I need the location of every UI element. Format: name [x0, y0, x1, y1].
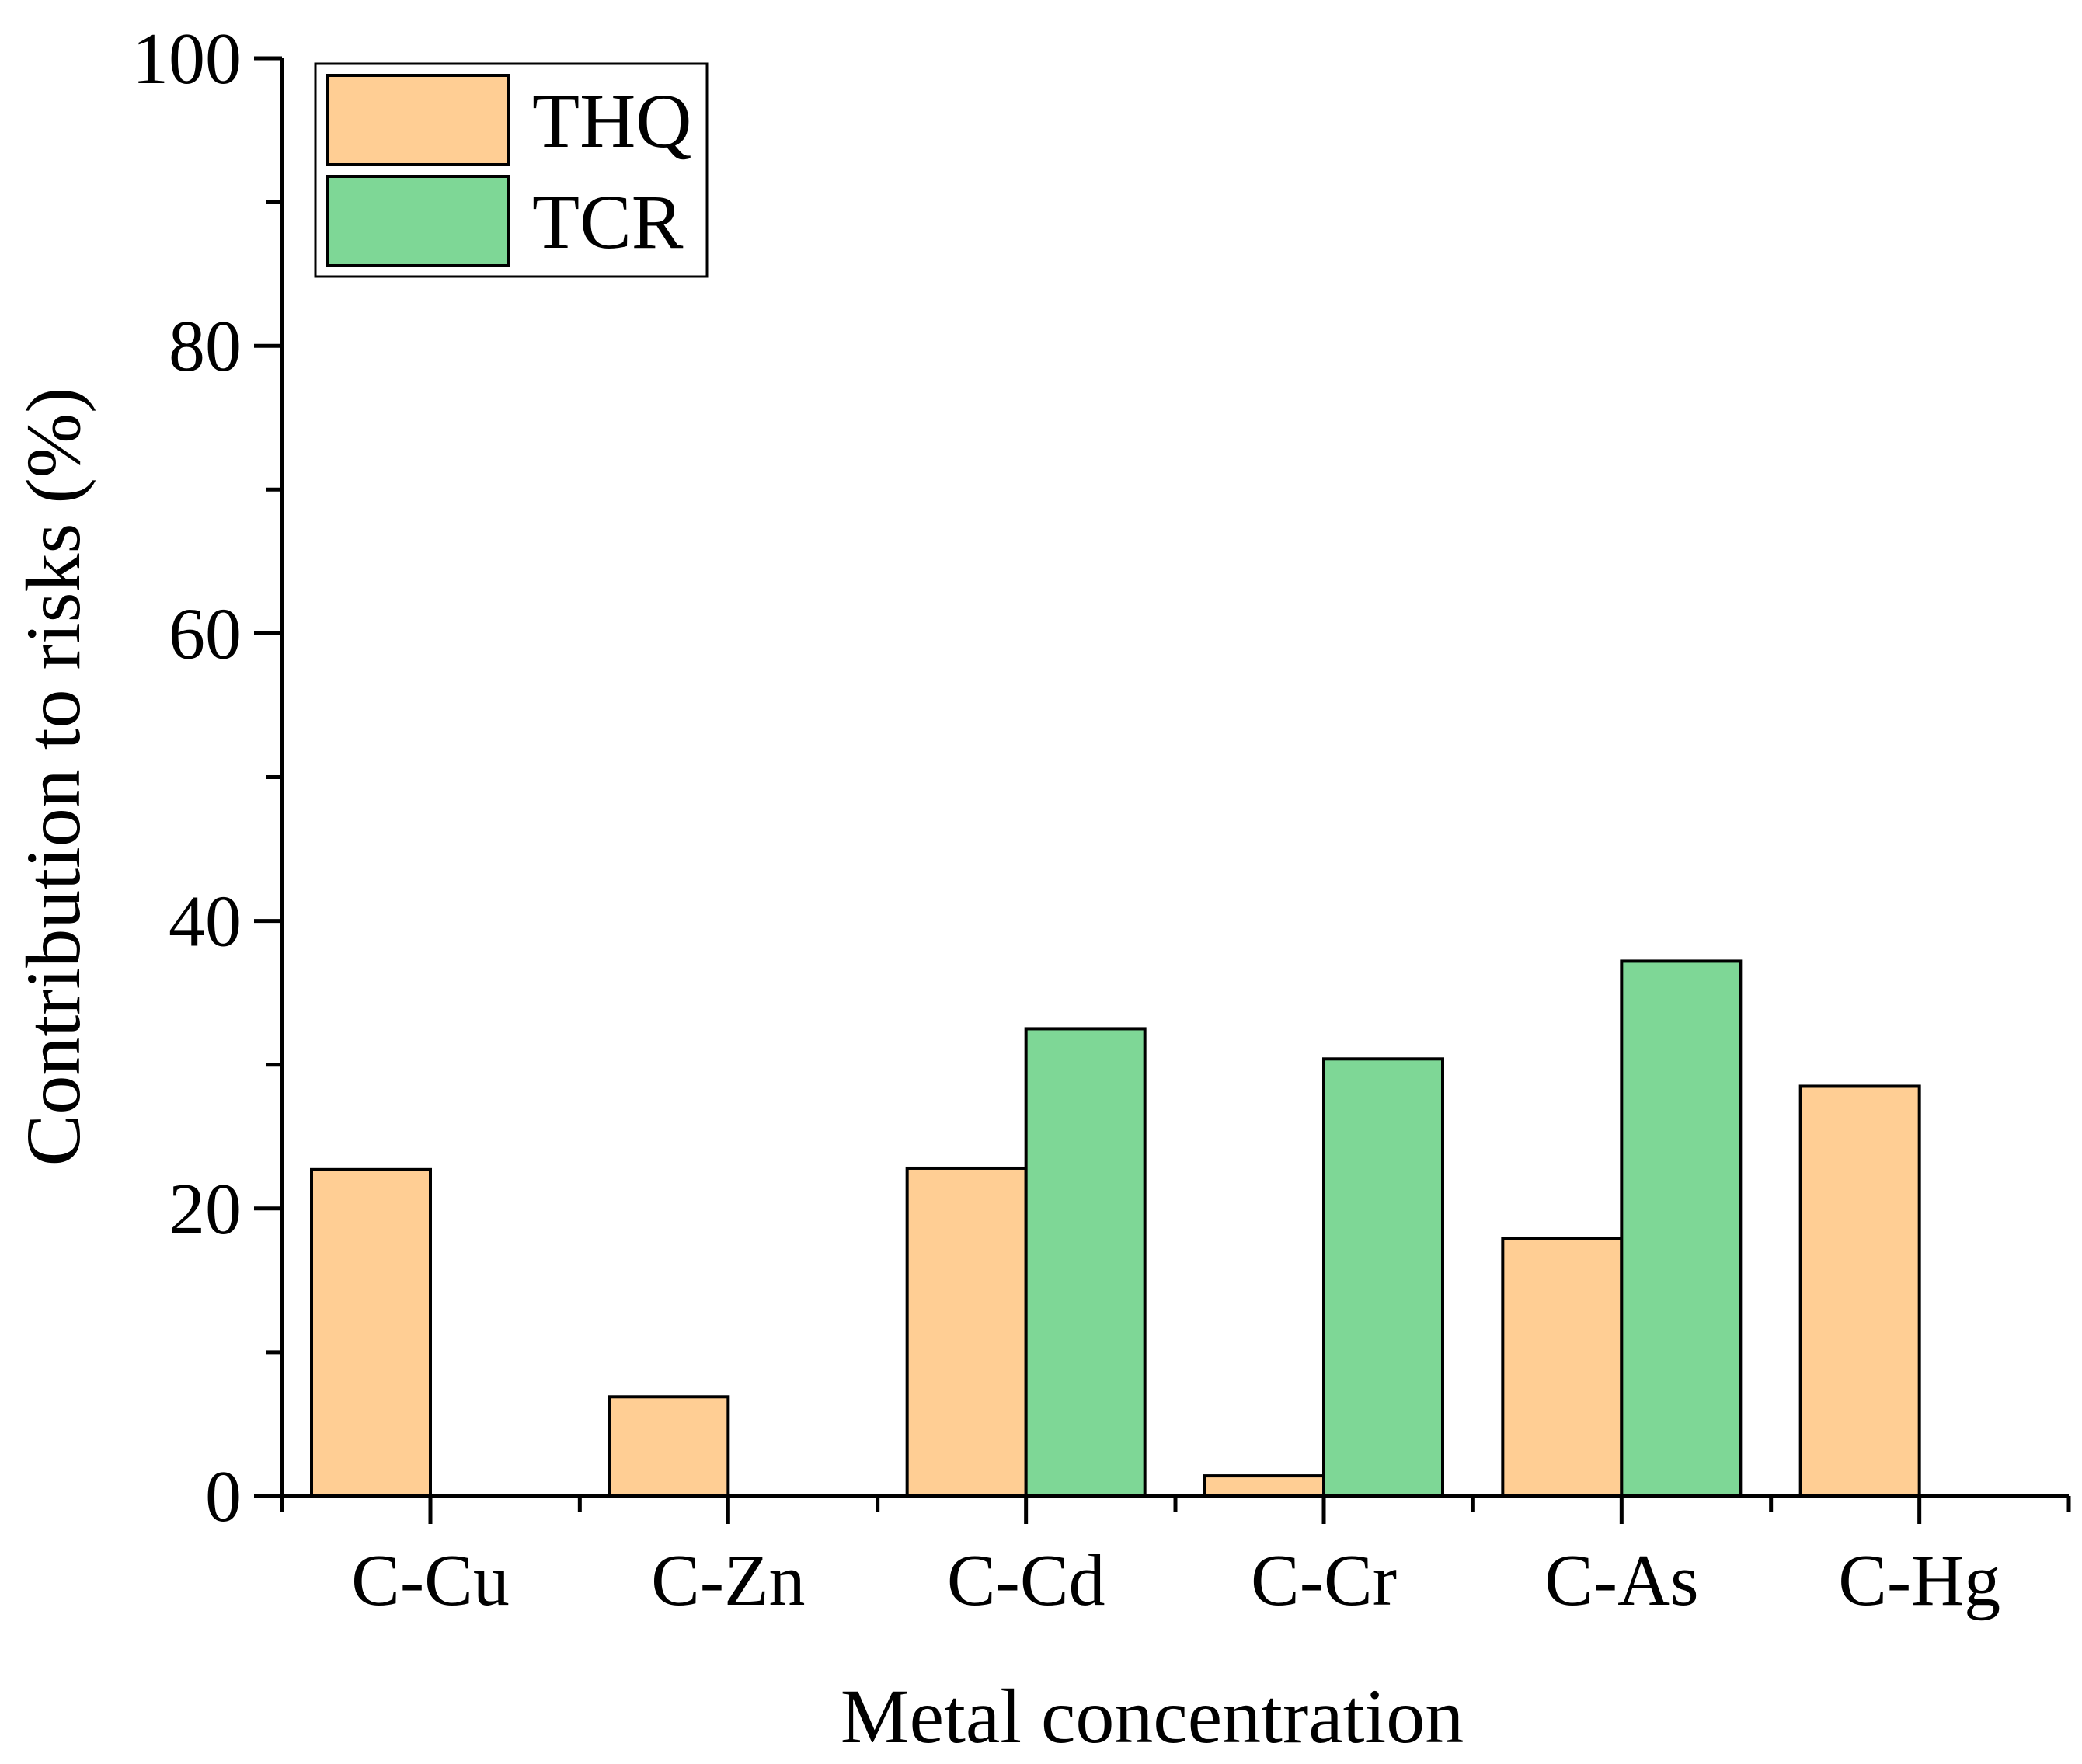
axes-layer — [254, 56, 2071, 1524]
labels-layer: 0 20 40 60 80 100 C-Cu C-Zn C-Cd C-Cr C-As C-Hg Meta… — [10, 19, 2000, 1759]
x-tick-label-c-zn: C-Zn — [651, 1540, 805, 1621]
bar-thq-c-zn — [608, 1395, 730, 1498]
legend-swatch-tcr — [326, 175, 510, 267]
y-tick-label-0: 0 — [205, 1456, 242, 1537]
x-axis-title: Metal concentration — [841, 1673, 1464, 1759]
bar-thq-c-as — [1501, 1237, 1624, 1498]
y-axis-title: Contribution to risks (%) — [10, 388, 96, 1167]
bar-thq-c-cu — [310, 1167, 432, 1498]
bar-tcr-c-as — [1620, 959, 1743, 1498]
y-tick-label-40: 40 — [169, 882, 242, 962]
bar-tcr-c-cd — [1024, 1027, 1147, 1498]
y-tick-label-80: 80 — [169, 306, 242, 387]
y-tick-label-20: 20 — [169, 1169, 242, 1250]
bar-thq-c-cr — [1203, 1474, 1325, 1498]
y-tick-label-60: 60 — [169, 593, 242, 674]
x-tick-label-c-cr: C-Cr — [1251, 1540, 1397, 1621]
legend-label-tcr: TCR — [532, 179, 684, 265]
x-tick-label-c-cu: C-Cu — [351, 1540, 510, 1621]
bar-thq-c-hg — [1798, 1084, 1921, 1498]
x-tick-label-c-as: C-As — [1544, 1540, 1698, 1621]
bar-thq-c-cd — [905, 1166, 1028, 1498]
legend-swatch-thq — [326, 74, 510, 166]
legend-label-thq: THQ — [532, 78, 692, 164]
legend: THQ TCR — [314, 62, 709, 278]
bar-tcr-c-cr — [1322, 1057, 1444, 1498]
x-tick-label-c-hg: C-Hg — [1838, 1540, 2000, 1621]
x-tick-label-c-cd: C-Cd — [947, 1540, 1105, 1621]
bars-layer — [310, 959, 1921, 1498]
y-tick-label-100: 100 — [132, 19, 242, 99]
